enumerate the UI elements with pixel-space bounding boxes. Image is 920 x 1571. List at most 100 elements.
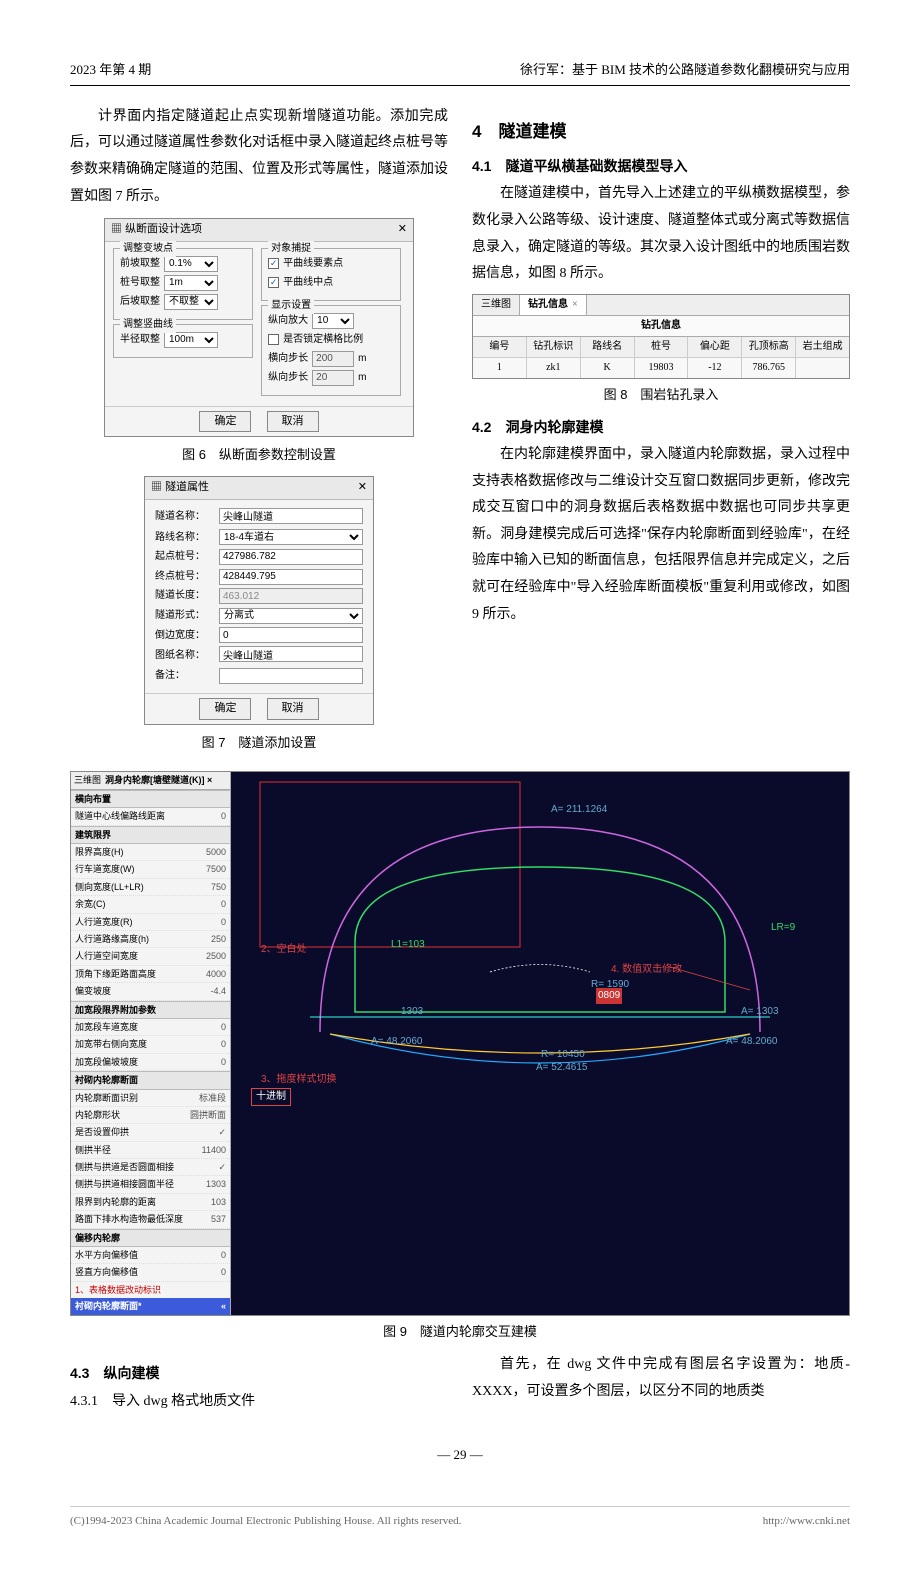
param-row[interactable]: 水平方向偏移值 0: [71, 1247, 230, 1264]
param-section-header[interactable]: 横向布置: [71, 790, 230, 808]
param-value[interactable]: -4.4: [210, 984, 226, 998]
param-value[interactable]: 5000: [206, 845, 226, 859]
active-section-header[interactable]: 衬砌内轮廓断面*«: [71, 1298, 230, 1314]
back-slope-select[interactable]: 不取整: [164, 294, 218, 310]
param-row[interactable]: 侧拱与拱道是否圆面相接✓: [71, 1159, 230, 1176]
canvas-annotation: A= 48.2060: [371, 1034, 422, 1050]
prop-input[interactable]: [219, 668, 363, 684]
station-round-select[interactable]: 1m: [164, 275, 218, 291]
prop-input[interactable]: [219, 508, 363, 524]
param-value[interactable]: 4000: [206, 967, 226, 981]
param-label: 路面下排水构造物最低深度: [75, 1212, 183, 1226]
table-header: 路线名: [581, 337, 634, 358]
param-row[interactable]: 限界高度(H)5000: [71, 844, 230, 861]
param-row[interactable]: 侧拱与拱道相接圆面半径1303: [71, 1176, 230, 1193]
radius-round-select[interactable]: 100m: [164, 332, 218, 348]
param-value[interactable]: ✓: [218, 1160, 226, 1174]
param-value[interactable]: 0: [221, 1265, 226, 1279]
fig7-dialog: ▦ 隧道属性 ✕ 隧道名称：路线名称：18-4车道右起点桩号：终点桩号：隧道长度…: [144, 476, 374, 725]
check-curve-mid[interactable]: ✓: [268, 277, 279, 288]
param-value[interactable]: 103: [211, 1195, 226, 1209]
label: 桩号取整: [120, 275, 160, 291]
prop-input[interactable]: [219, 627, 363, 643]
issue-label: 2023 年第 4 期: [70, 60, 151, 81]
check-lock-ratio[interactable]: [268, 334, 279, 345]
ok-button[interactable]: 确定: [199, 411, 251, 433]
param-row[interactable]: 余宽(C) 0: [71, 896, 230, 913]
check-curve-element[interactable]: ✓: [268, 258, 279, 269]
param-row[interactable]: 加宽段偏坡坡度0: [71, 1054, 230, 1071]
table-cell[interactable]: 19803: [635, 358, 688, 378]
param-value[interactable]: 0: [221, 1037, 226, 1051]
param-label: 水平方向偏移值: [75, 1248, 138, 1262]
close-tab-icon[interactable]: ×: [572, 299, 578, 310]
param-value[interactable]: 0: [221, 1020, 226, 1034]
param-section-header[interactable]: 建筑限界: [71, 826, 230, 844]
tab-3d[interactable]: 三维图: [473, 295, 520, 315]
param-row[interactable]: 隧道中心线偏路线距离0: [71, 808, 230, 825]
param-row[interactable]: 加宽带右侧向宽度0: [71, 1036, 230, 1053]
close-tab-icon[interactable]: ×: [207, 775, 212, 785]
param-row[interactable]: 内轮廓断面识别标准段: [71, 1090, 230, 1107]
param-row[interactable]: 竖直方向偏移值0: [71, 1264, 230, 1281]
param-row[interactable]: 是否设置仰拱✓: [71, 1124, 230, 1141]
param-value[interactable]: 0: [221, 1248, 226, 1262]
prop-input[interactable]: [219, 549, 363, 565]
table-cell[interactable]: [796, 358, 849, 362]
param-value[interactable]: 圆拱断面: [190, 1108, 226, 1122]
ok-button[interactable]: 确定: [199, 698, 251, 720]
table-cell[interactable]: zk1: [527, 358, 580, 378]
param-value[interactable]: 537: [211, 1212, 226, 1226]
bottom-columns: 4.3 纵向建模 4.3.1 导入 dwg 格式地质文件 首先，在 dwg 文件…: [70, 1352, 850, 1415]
param-row[interactable]: 行车道宽度(W) 7500: [71, 861, 230, 878]
param-row[interactable]: 人行道空间宽度2500: [71, 948, 230, 965]
param-label: 余宽(C): [75, 897, 106, 911]
param-value[interactable]: 11400: [202, 1143, 226, 1157]
param-section-header[interactable]: 衬砌内轮廓断面: [71, 1071, 230, 1089]
table-cell[interactable]: 786.765: [742, 358, 795, 378]
param-row[interactable]: 人行道路缘高度(h)250: [71, 931, 230, 948]
vertical-zoom-select[interactable]: 10: [312, 313, 354, 329]
param-value[interactable]: 0: [221, 809, 226, 823]
param-value[interactable]: 0: [221, 1055, 226, 1069]
param-row[interactable]: 人行道宽度(R)0: [71, 914, 230, 931]
param-section-header[interactable]: 偏移内轮廓: [71, 1229, 230, 1247]
close-icon[interactable]: ✕: [358, 479, 367, 497]
param-row[interactable]: 偏变坡度-4.4: [71, 983, 230, 1000]
param-label: 行车道宽度(W): [75, 862, 135, 876]
tab-lining-profile[interactable]: 洞身内轮廓[塘壁隧道(K)] ×: [105, 773, 212, 787]
prop-input[interactable]: 18-4车道右: [219, 529, 363, 545]
param-value[interactable]: 7500: [206, 862, 226, 876]
section-4-title: 4 隧道建模: [472, 118, 850, 145]
param-value[interactable]: 1303: [206, 1177, 226, 1191]
param-section-header[interactable]: 加宽段限界附加参数: [71, 1001, 230, 1019]
prop-input[interactable]: 分离式: [219, 608, 363, 624]
param-value[interactable]: 0: [221, 915, 226, 929]
param-row[interactable]: 侧向宽度(LL+LR)750: [71, 879, 230, 896]
cancel-button[interactable]: 取消: [267, 698, 319, 720]
param-value[interactable]: 750: [211, 880, 226, 894]
param-row[interactable]: 限界到内轮廓的距离103: [71, 1194, 230, 1211]
front-slope-select[interactable]: 0.1%: [164, 256, 218, 272]
param-value[interactable]: 0: [221, 897, 226, 911]
param-value[interactable]: ✓: [218, 1125, 226, 1139]
table-cell[interactable]: K: [581, 358, 634, 378]
param-row[interactable]: 路面下排水构造物最低深度 537: [71, 1211, 230, 1228]
tab-drill-info[interactable]: 钻孔信息×: [520, 295, 587, 315]
param-row[interactable]: 顶角下缘距路面高度4000: [71, 966, 230, 983]
param-value[interactable]: 标准段: [199, 1091, 226, 1105]
table-cell[interactable]: -12: [688, 358, 741, 378]
table-cell[interactable]: 1: [473, 358, 526, 378]
param-value[interactable]: 250: [211, 932, 226, 946]
param-row[interactable]: 内轮廓形状圆拱断面: [71, 1107, 230, 1124]
prop-label: 隧道长度：: [155, 588, 219, 604]
prop-input[interactable]: [219, 569, 363, 585]
tab-3d[interactable]: 三维图: [74, 773, 101, 787]
param-row[interactable]: 侧拱半径11400: [71, 1142, 230, 1159]
param-row[interactable]: 加宽段车道宽度0: [71, 1019, 230, 1036]
cancel-button[interactable]: 取消: [267, 411, 319, 433]
param-value[interactable]: 2500: [206, 949, 226, 963]
fig9-canvas[interactable]: A= 211.12642、空白处L1=103LR=94. 数值双击修改R= 15…: [231, 772, 849, 1314]
prop-input[interactable]: [219, 646, 363, 662]
close-icon[interactable]: ✕: [398, 221, 407, 239]
